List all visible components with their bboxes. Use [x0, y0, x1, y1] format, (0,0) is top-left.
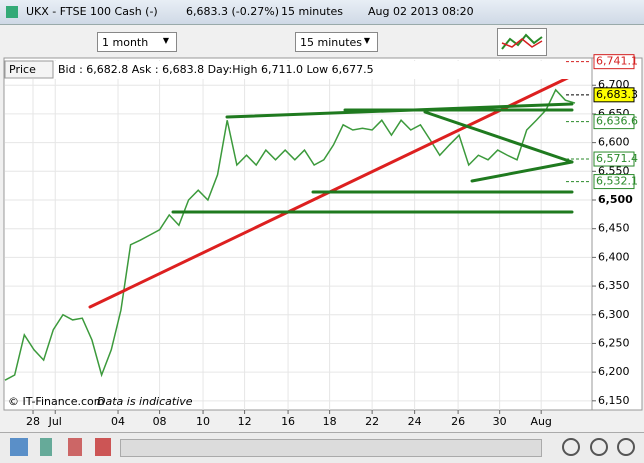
- quote-text: Bid : 6,682.8 Ask : 6,683.8 Day:High 6,7…: [58, 63, 374, 76]
- info-bar: [5, 61, 591, 79]
- price-badge: [593, 174, 635, 190]
- indicator-icon: [501, 33, 543, 50]
- price-badge: [593, 87, 635, 103]
- zoom-out-button[interactable]: [590, 438, 608, 456]
- price-badge: [593, 114, 635, 130]
- tool-button[interactable]: [68, 438, 82, 456]
- y-tick-label: 6,550: [598, 164, 630, 177]
- tool-button[interactable]: [95, 438, 111, 456]
- x-tick-label: 24: [408, 415, 422, 428]
- tool-button[interactable]: [10, 438, 28, 456]
- x-tick-label: 18: [323, 415, 337, 428]
- window-datetime: Aug 02 2013 08:20: [368, 5, 474, 18]
- title-bar: UKX - FTSE 100 Cash (-) 6,683.3 (-0.27%)…: [0, 0, 644, 25]
- x-tick-label: Jul: [48, 415, 62, 428]
- x-tick-label: 28: [26, 415, 40, 428]
- y-tick-label: 6,350: [598, 279, 630, 292]
- interval-value: 15 minutes: [300, 36, 363, 49]
- scrollbar[interactable]: [120, 439, 542, 457]
- y-tick-label: 6,200: [598, 365, 630, 378]
- plot-area: [3, 57, 593, 411]
- y-tick-label: 6,150: [598, 394, 630, 407]
- trendlines: [88, 70, 582, 309]
- y-tick-label: 6,600: [598, 136, 630, 149]
- trendline: [423, 110, 574, 164]
- x-tick-label: Aug: [530, 415, 551, 428]
- interval-dropdown[interactable]: 15 minutes ▼: [295, 32, 378, 52]
- trendline: [470, 160, 574, 183]
- bottom-toolbar: [0, 432, 644, 463]
- y-tick-label: 6,500: [598, 193, 633, 206]
- y-tick-label: 6,450: [598, 222, 630, 235]
- price-badge-label: 6,532.1: [596, 175, 638, 188]
- window-title: UKX - FTSE 100 Cash (-): [26, 5, 158, 18]
- price-label: Price: [9, 63, 36, 76]
- price-badge-label: 6,741.1: [596, 55, 638, 68]
- disclaimer-note: Data is indicative: [97, 395, 193, 408]
- period-value: 1 month: [102, 36, 149, 49]
- y-tick-label: 6,300: [598, 308, 630, 321]
- indicator-button[interactable]: [497, 28, 547, 56]
- zoom-fit-button[interactable]: [562, 438, 580, 456]
- source-note: © IT-Finance.com: [8, 395, 105, 408]
- zoom-in-button[interactable]: [617, 438, 635, 456]
- price-line: [4, 88, 576, 381]
- x-tick-label: 16: [281, 415, 295, 428]
- price-badge-label: 6,571.4: [596, 152, 638, 165]
- x-tick-label: 04: [111, 415, 125, 428]
- tool-button[interactable]: [40, 438, 52, 456]
- x-tick-label: 08: [153, 415, 167, 428]
- price-badge: [593, 151, 635, 167]
- x-tick-label: 12: [238, 415, 252, 428]
- x-tick-label: 22: [365, 415, 379, 428]
- price-badge-label: 6,683.3: [596, 88, 638, 101]
- price-button[interactable]: [4, 60, 54, 79]
- app-icon: [6, 6, 18, 18]
- price-badge-label: 6,636.6: [596, 115, 638, 128]
- window-interval: 15 minutes: [281, 5, 344, 18]
- chart: Price Bid : 6,682.8 Ask : 6,683.8 Day:Hi…: [3, 54, 643, 428]
- x-tick-label: 10: [196, 415, 210, 428]
- period-dropdown[interactable]: 1 month ▼: [97, 32, 177, 52]
- y-tick-label: 6,250: [598, 336, 630, 349]
- x-tick-label: 26: [451, 415, 465, 428]
- x-tick-label: 30: [493, 415, 507, 428]
- y-tick-label: 6,400: [598, 250, 630, 263]
- window-price: 6,683.3 (-0.27%): [186, 5, 279, 18]
- price-badge: [593, 54, 635, 70]
